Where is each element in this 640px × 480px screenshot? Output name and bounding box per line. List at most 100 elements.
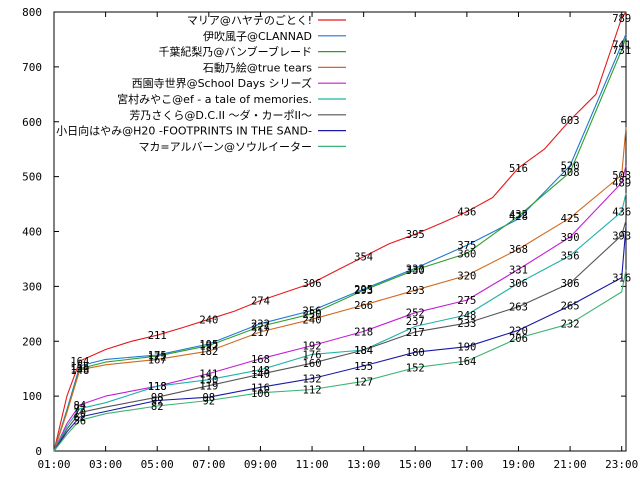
data-label: 316: [612, 273, 631, 285]
data-label: 508: [561, 167, 580, 179]
data-label: 155: [354, 361, 373, 373]
series-line: [53, 36, 627, 452]
data-label: 132: [303, 374, 322, 386]
series-line: [53, 269, 627, 452]
legend-label: 伊吹風子@CLANNAD: [203, 30, 312, 43]
x-tick-label: 17:00: [450, 458, 483, 471]
series-line: [53, 165, 627, 452]
data-label: 70: [73, 408, 86, 420]
data-label: 356: [561, 251, 580, 263]
data-label: 62: [73, 412, 86, 424]
data-label: 333: [406, 263, 425, 275]
data-label: 393: [612, 230, 631, 242]
y-tick-label: 700: [22, 61, 42, 74]
data-label: 152: [406, 363, 425, 375]
data-label: 306: [509, 278, 528, 290]
x-tick-label: 13:00: [347, 458, 380, 471]
data-label: 248: [457, 310, 476, 322]
data-label: 395: [406, 229, 425, 241]
data-label: 98: [151, 392, 164, 404]
x-tick-label: 15:00: [399, 458, 432, 471]
data-label: 175: [148, 350, 167, 362]
y-tick-label: 300: [22, 280, 42, 293]
data-label: 275: [457, 295, 476, 307]
data-label: 240: [303, 314, 322, 326]
series-line: [53, 225, 627, 452]
data-label: 390: [561, 232, 580, 244]
legend-label: 石動乃絵@true tears: [203, 60, 312, 74]
data-label: 176: [303, 349, 322, 361]
data-label: 425: [561, 213, 580, 225]
data-label: 227: [251, 321, 270, 333]
data-label: 184: [354, 345, 373, 357]
data-label: 155: [70, 361, 89, 373]
data-label: 141: [199, 369, 218, 381]
legend-label: 小日向はやみ@H20 -FOOTPRINTS IN THE SAND-: [56, 124, 312, 138]
data-label: 164: [457, 356, 476, 368]
x-tick-label: 09:00: [244, 458, 277, 471]
axes: 0 100 200 300 400 500 600 700 800 01:00 03:00 05:00…: [22, 6, 638, 471]
data-label: 375: [457, 240, 476, 252]
data-label: 295: [354, 284, 373, 296]
data-label: 184: [354, 345, 373, 357]
data-label: 119: [199, 381, 218, 393]
data-label: 160: [303, 358, 322, 370]
legend-label: 宮村みやこ@ef - a tale of memories.: [117, 92, 312, 106]
series-line: [53, 11, 627, 452]
y-tick-label: 800: [22, 6, 42, 19]
y-tick-label: 500: [22, 171, 42, 184]
data-label: 436: [612, 207, 631, 219]
data-label: 150: [70, 364, 89, 376]
data-label: 168: [251, 354, 270, 366]
legend-label: 芳乃さくら@D.C.II 〜ダ・カーポII〜: [129, 108, 312, 122]
data-label: 306: [303, 278, 322, 290]
series-line: [53, 192, 627, 452]
data-label: 503: [612, 170, 631, 182]
data-label: 127: [354, 376, 373, 388]
data-label: 516: [509, 163, 528, 175]
data-label: 237: [406, 316, 425, 328]
data-label: 118: [148, 381, 167, 393]
data-label: 116: [251, 382, 270, 394]
data-label: 265: [561, 301, 580, 313]
data-label: 489: [612, 178, 631, 190]
data-label: 98: [202, 392, 215, 404]
data-label: 240: [199, 314, 218, 326]
data-label: 190: [457, 342, 476, 354]
x-tick-label: 19:00: [502, 458, 535, 471]
data-label: 167: [148, 354, 167, 366]
data-label: 330: [406, 265, 425, 277]
data-label: 211: [148, 330, 167, 342]
data-label: 172: [148, 352, 167, 364]
data-label: 148: [251, 365, 270, 377]
data-label: 233: [457, 318, 476, 330]
data-label: 293: [354, 285, 373, 297]
data-label: 306: [561, 278, 580, 290]
data-label: 266: [354, 300, 373, 312]
data-label: 368: [509, 244, 528, 256]
data-label: 741: [612, 39, 631, 51]
series-lines: [53, 11, 627, 452]
data-label: 232: [561, 319, 580, 331]
data-label: 731: [612, 45, 631, 57]
data-label: 320: [457, 270, 476, 282]
data-label: 195: [199, 339, 218, 351]
x-tick-label: 23:00: [605, 458, 638, 471]
x-tick-label: 11:00: [295, 458, 328, 471]
data-label: 106: [251, 388, 270, 400]
data-label: 603: [561, 115, 580, 127]
data-label: 192: [199, 341, 218, 353]
data-label: 206: [509, 333, 528, 345]
y-tick-label: 100: [22, 390, 42, 403]
data-label: 217: [251, 327, 270, 339]
data-label: 360: [457, 248, 476, 260]
data-label: 77: [73, 404, 86, 416]
data-label: 274: [251, 296, 270, 308]
data-label: 432: [509, 209, 528, 221]
data-label: 192: [303, 341, 322, 353]
data-label: 331: [509, 264, 528, 276]
data-label: 232: [251, 319, 270, 331]
y-tick-label: 400: [22, 226, 42, 239]
data-label: 789: [612, 13, 631, 25]
